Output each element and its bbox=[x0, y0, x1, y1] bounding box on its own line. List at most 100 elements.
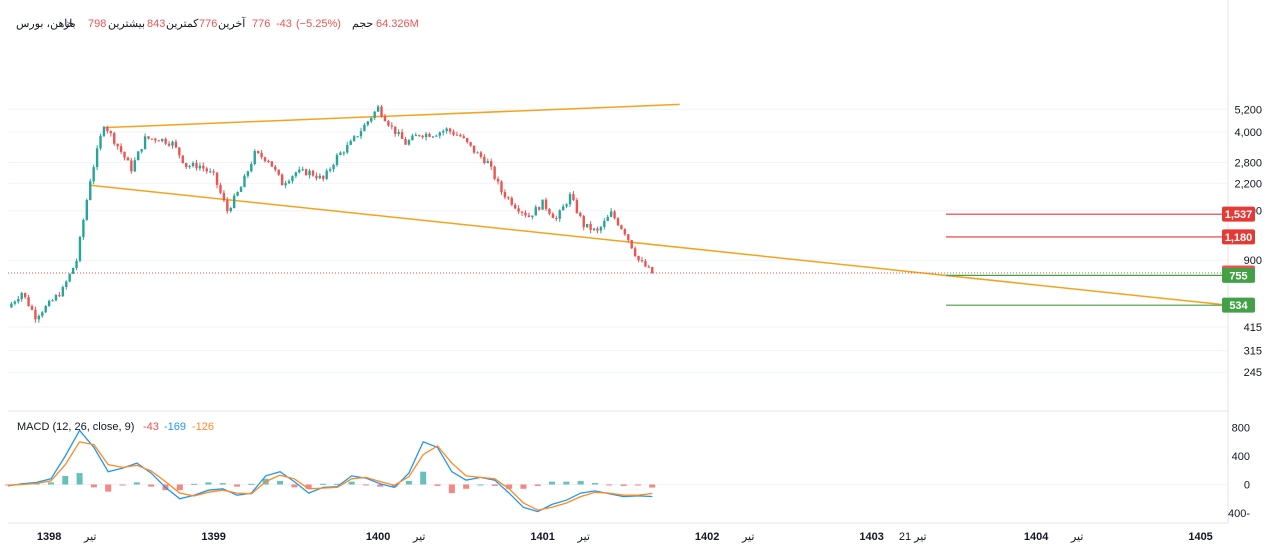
macd-histogram-bar bbox=[534, 484, 541, 486]
candle-body bbox=[633, 248, 637, 257]
price-label-text: 1,180 bbox=[1225, 232, 1253, 244]
candle-body bbox=[579, 212, 582, 216]
candle-body bbox=[157, 140, 160, 142]
candle-body bbox=[106, 126, 109, 132]
candle-body bbox=[452, 131, 455, 135]
time-axis-tick: 1399 bbox=[201, 531, 225, 543]
macd-histogram-bar bbox=[477, 484, 484, 486]
candle-body bbox=[603, 220, 606, 227]
candle-body bbox=[287, 181, 291, 184]
macd-histogram-bar bbox=[362, 484, 369, 486]
candle-body bbox=[445, 128, 448, 132]
candle-body bbox=[212, 171, 215, 173]
candle-body bbox=[524, 212, 527, 216]
candle-body bbox=[58, 295, 61, 297]
change-pct: (−5.25%) bbox=[296, 18, 341, 30]
candle-body bbox=[644, 261, 647, 267]
candle-body bbox=[17, 299, 20, 302]
candle-body bbox=[483, 156, 486, 164]
candle-body bbox=[459, 134, 462, 137]
candle-body bbox=[291, 176, 294, 182]
macd-axis-tick: 800 bbox=[1232, 423, 1250, 435]
candle-body bbox=[20, 292, 23, 300]
macd-histogram-bar bbox=[405, 480, 412, 485]
candle-body bbox=[263, 157, 267, 161]
candle-body bbox=[198, 165, 202, 169]
candle-body bbox=[651, 267, 654, 274]
price-label-text: 755 bbox=[1229, 270, 1247, 282]
candle-body bbox=[572, 194, 575, 201]
price-axis-tick: 2,200 bbox=[1234, 178, 1262, 190]
candle-body bbox=[304, 169, 308, 176]
candle-body bbox=[620, 225, 623, 230]
candle-body bbox=[113, 133, 116, 144]
candle-body bbox=[503, 192, 507, 198]
volume-value: 64.326M bbox=[376, 18, 419, 30]
macd-histogram-bar bbox=[520, 484, 527, 489]
price-axis-tick: 245 bbox=[1244, 367, 1262, 379]
macd-histogram-bar bbox=[420, 471, 427, 485]
candle-body bbox=[589, 223, 592, 230]
candle-body bbox=[226, 200, 229, 212]
candle-body bbox=[517, 208, 520, 212]
candle-body bbox=[171, 141, 174, 146]
candle-body bbox=[10, 303, 13, 308]
price-axis-tick: 415 bbox=[1244, 322, 1262, 334]
candle-body bbox=[342, 152, 346, 154]
candle-body bbox=[239, 187, 243, 192]
candle-body bbox=[490, 161, 493, 167]
time-axis-tick: تیر bbox=[1070, 531, 1083, 543]
candle-body bbox=[616, 218, 620, 226]
macd-histogram-bar bbox=[76, 473, 83, 485]
candle-body bbox=[116, 143, 119, 147]
candle-body bbox=[37, 315, 41, 320]
candle-body bbox=[366, 121, 370, 125]
candle-body bbox=[130, 160, 133, 172]
macd-title: MACD (12, 26, close, 9) bbox=[17, 421, 134, 433]
macd-histogram-bar bbox=[549, 481, 556, 485]
candle-body bbox=[438, 132, 441, 136]
price-label-text: 1,537 bbox=[1225, 209, 1253, 221]
candle-body bbox=[613, 211, 616, 219]
candle-body bbox=[373, 111, 376, 118]
candle-body bbox=[476, 152, 479, 154]
candle-body bbox=[322, 175, 325, 179]
candle-body bbox=[404, 138, 407, 145]
price-axis-tick: 2,800 bbox=[1234, 158, 1262, 170]
candle-body bbox=[486, 161, 489, 164]
candle-body bbox=[65, 281, 68, 287]
candle-body bbox=[647, 266, 651, 268]
macd-histogram-bar bbox=[205, 482, 212, 485]
time-axis-tick: 1400 bbox=[366, 531, 390, 543]
candle-body bbox=[627, 234, 630, 241]
macd-histogram-bar bbox=[90, 484, 97, 488]
macd-histogram-bar bbox=[47, 482, 54, 485]
candle-body bbox=[380, 106, 383, 117]
candle-body bbox=[78, 236, 82, 261]
candle-body bbox=[479, 152, 483, 157]
time-axis-tick: 1403 bbox=[859, 531, 883, 543]
candle-body bbox=[346, 144, 349, 153]
candle-body bbox=[527, 215, 531, 217]
candle-body bbox=[558, 210, 561, 219]
candle-body bbox=[585, 223, 589, 228]
macd-histogram-bar bbox=[234, 484, 241, 487]
candle-body bbox=[318, 175, 322, 179]
candle-body bbox=[500, 181, 503, 193]
candle-body bbox=[592, 228, 596, 230]
open-label: باز bbox=[63, 18, 76, 30]
candle-body bbox=[442, 131, 445, 133]
macd-histogram-bar bbox=[277, 480, 284, 485]
macd-histogram-bar bbox=[577, 480, 584, 485]
candle-body bbox=[520, 211, 524, 213]
candle-body bbox=[531, 215, 534, 217]
time-axis-tick: 1404 bbox=[1024, 531, 1049, 543]
candle-body bbox=[555, 217, 558, 219]
candle-body bbox=[308, 170, 311, 176]
candle-body bbox=[195, 162, 198, 169]
candle-body bbox=[411, 135, 414, 141]
candle-body bbox=[339, 152, 342, 155]
macd-hist-value: -43 bbox=[143, 421, 159, 433]
macd-line-value: -169 bbox=[164, 421, 186, 433]
macd-histogram-bar bbox=[219, 483, 226, 485]
